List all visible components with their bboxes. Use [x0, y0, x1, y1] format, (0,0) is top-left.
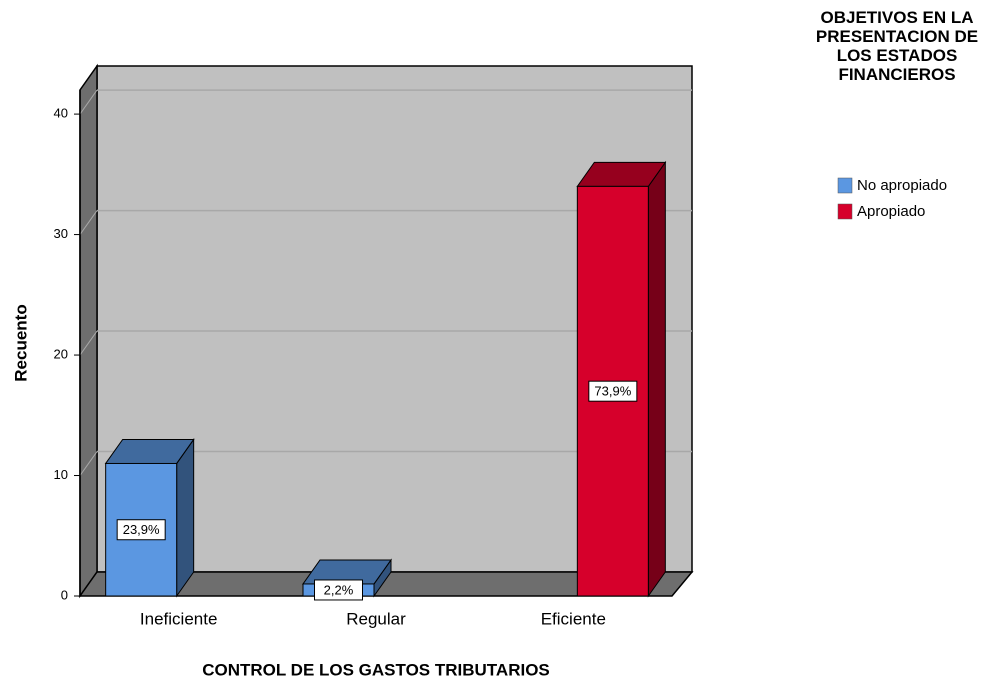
data-label: 73,9% [594, 384, 631, 399]
grid-line [79, 89, 98, 115]
legend-label: Apropiado [857, 203, 925, 220]
grid-line [79, 451, 98, 476]
y-tick-label: 20 [54, 346, 68, 361]
side-wall [79, 63, 98, 599]
y-tick-label: 30 [54, 226, 68, 241]
y-tick-label: 0 [61, 587, 68, 602]
x-tick-label: Regular [346, 609, 406, 628]
legend-label: No apropiado [857, 177, 947, 194]
grid-line [79, 330, 98, 356]
y-tick-label: 40 [54, 106, 68, 121]
data-label: 2,2% [324, 582, 354, 597]
legend-title: OBJETIVOS EN LA PRESENTACION DE LOS ESTA… [815, 8, 979, 84]
data-label-box [588, 380, 638, 402]
data-label: 23,9% [123, 522, 160, 537]
legend-swatch [837, 177, 853, 194]
legend-swatch [837, 203, 853, 220]
grid-line [79, 210, 98, 235]
bar-side [176, 437, 195, 598]
data-label-box [314, 579, 363, 601]
x-tick-label: Eficiente [541, 609, 606, 628]
x-tick-label: Ineficiente [140, 609, 218, 628]
y-axis-label: Recuento [11, 304, 30, 381]
floor [78, 571, 694, 597]
y-tick-label: 10 [54, 467, 68, 482]
bar-side [647, 160, 666, 598]
x-axis-label: CONTROL DE LOS GASTOS TRIBUTARIOS [202, 660, 550, 679]
data-label-box [116, 519, 166, 541]
